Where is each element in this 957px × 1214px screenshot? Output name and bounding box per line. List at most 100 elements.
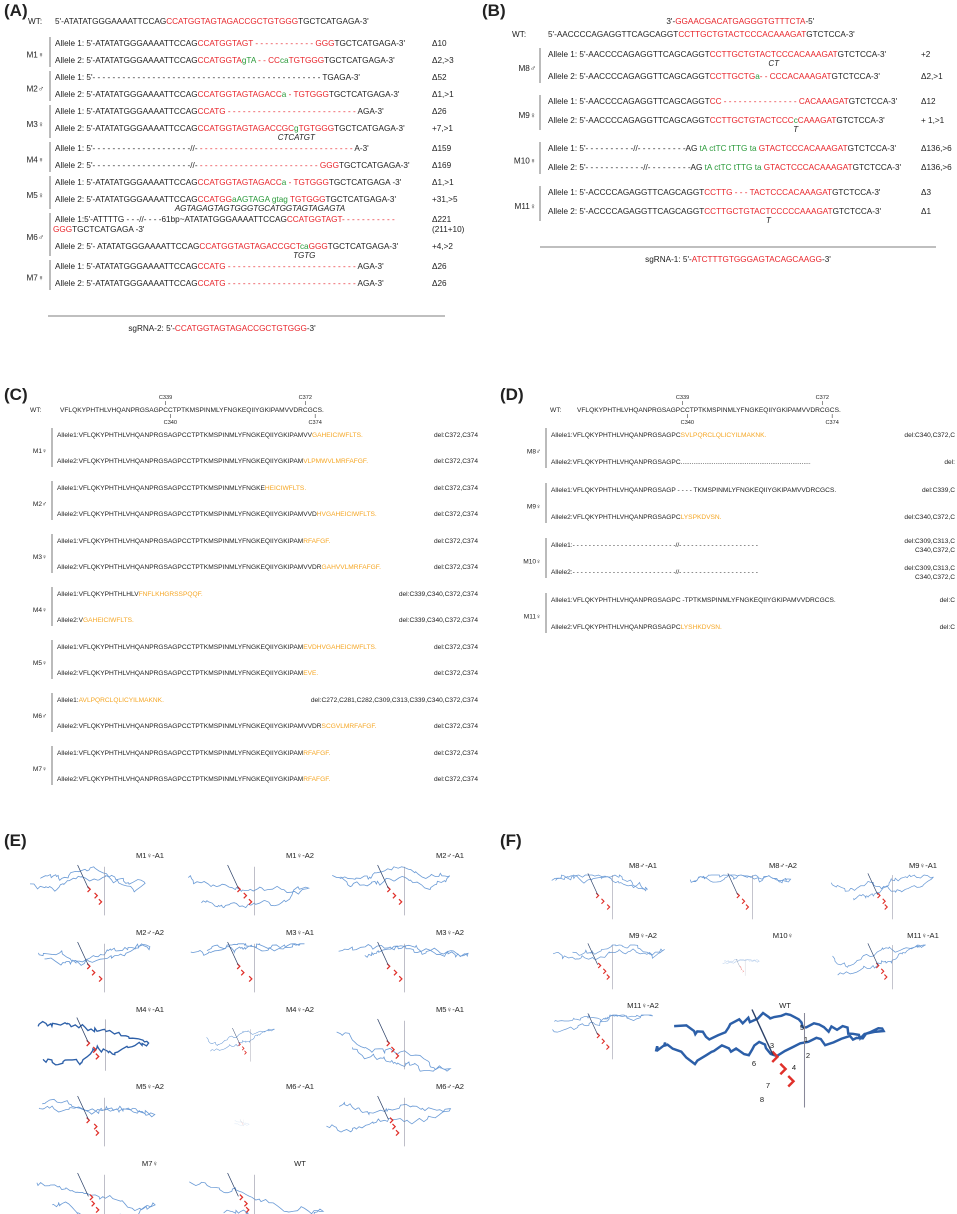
- sequence-segment: Allele2:VFLQKYPHTHLVHQANPRGSAGPCCTPTKMSP…: [57, 458, 303, 465]
- mouse-label: M7♀: [26, 274, 44, 283]
- sequence-segment: CCTTGCTGTACTCCCCCAAAGAT: [704, 207, 832, 216]
- allele-note: del:C339,C340,C372,C374: [399, 591, 479, 598]
- allele-sequence: Allele1:VFLQKYPHTHLVHQANPRGSAGPC -TPTKMS…: [551, 597, 836, 604]
- disulfide: [99, 976, 102, 981]
- marker-label: C372: [816, 395, 829, 401]
- structure-label: M4♀-A2: [286, 1005, 314, 1014]
- sequence-segment: Allele 2: 5'-ATATATGGGAAAATTCCAG: [55, 195, 198, 204]
- allele-sequence: Allele 1: 5'-ATATATGGGAAAATTCCAGCCATG - …: [55, 262, 384, 271]
- sequence-segment: Allele2:VFLQKYPHTHLVHQANPRGSAGPCCTPTKMSP…: [57, 723, 322, 730]
- sequence-segment: Allele1:VFLQKYPHTHLVHQANPRGSAGPCCTPTKMSP…: [57, 485, 265, 492]
- disulfide: [598, 963, 600, 968]
- insertion: T: [766, 216, 772, 225]
- sequence-segment: Allele2:V: [57, 617, 84, 624]
- sequence-segment: VLPMWVLMRFAFGF.: [303, 458, 368, 465]
- protein-structure: [656, 1010, 884, 1108]
- allele-sequence: Allele2:VFLQKYPHTHLVHQANPRGSAGPCCTPTKMSP…: [57, 723, 377, 730]
- allele-sequence: Allele 1: 5'- - - - - - - - - -//- - - -…: [548, 144, 897, 153]
- site-label: 6: [752, 1059, 756, 1068]
- structure-label: M3♀-A1: [286, 928, 314, 937]
- allele-sequence: Allele 2: 5'-ACCCCAGAGGTTCAGCAGGTCCTTGCT…: [548, 207, 882, 216]
- backbone: [188, 876, 308, 908]
- allele-note: C340,C372,C: [915, 547, 955, 554]
- allele-sequence: Allele 1: 5'- - - - - - - - - - - - - - …: [55, 73, 360, 82]
- sequence-segment: Allele1:VFLQKYPHTHLVHQANPRGSAGPC: [551, 432, 681, 439]
- disulfide: [606, 1045, 608, 1050]
- marker-label: C339: [676, 395, 689, 401]
- sequence-segment: Allele1:VFLQKYPHTHLVHQANPRGSAGPCCTPTKMSP…: [57, 644, 303, 651]
- allele-sequence: Allele 1: 5'-ATATATGGGAAAATTCCAGCCATG - …: [55, 107, 384, 116]
- sequence-segment: Allele 1: 5'-AACCCCAGAGGTTCAGCAGGT: [548, 97, 710, 106]
- sequence-segment: CCATGGTAGTAGACCGC: [198, 124, 295, 133]
- disulfide: [95, 893, 98, 898]
- allele-note: del:C340,C372,C: [904, 514, 955, 521]
- sequence-segment: CCTTG - - - TACTCCCACAAAGAT: [704, 188, 832, 197]
- sequence-segment: AGA-3': [356, 279, 384, 288]
- sequence-segment: CCATG - - - - - - - - - - - - - - - - - …: [198, 262, 356, 271]
- disulfide: [607, 905, 609, 910]
- marker-label: C340: [164, 420, 177, 426]
- sequence-segment: GGG: [53, 225, 72, 234]
- structure-label: M9♀-A2: [629, 931, 657, 940]
- protein-structure: [339, 942, 468, 992]
- allele-note: Δ2,>1: [921, 72, 943, 81]
- structure-label: M10♀: [773, 931, 793, 940]
- structure-label: M11♀-A1: [907, 931, 939, 940]
- figure: (A)WT:5'-ATATATGGGAAAATTCCAGCCATGGTAGTAG…: [0, 0, 957, 1214]
- sequence-segment: gTA: [242, 56, 257, 65]
- pointer: [228, 865, 239, 888]
- disulfide: [772, 1052, 777, 1063]
- mouse-label: M1♀: [33, 448, 47, 455]
- protein-structure: [690, 873, 790, 919]
- backbone: [690, 875, 790, 883]
- disulfide: [399, 899, 402, 904]
- allele-sequence: Allele1:VFLQKYPHTHLHLVFNFLKHGRSSPQQF.: [57, 591, 203, 598]
- pointer: [232, 1028, 239, 1044]
- allele-sequence: Allele1:AVLPQRCLQLICYILMAKNK.: [57, 697, 164, 704]
- disulfide: [603, 969, 605, 974]
- panel-label: (F): [500, 831, 522, 850]
- mouse-label: M11♀: [515, 202, 536, 211]
- allele-sequence: Allele 2: 5'-ATATATGGGAAAATTCCAGCCATGGTA…: [55, 124, 405, 133]
- pointer: [378, 1096, 389, 1119]
- sequence-segment: CCATG - - - - - - - - - - - - - - - - - …: [198, 279, 356, 288]
- allele-sequence: Allele2:VFLQKYPHTHLVHQANPRGSAGPCCTPTKMSP…: [57, 564, 381, 571]
- sequence-segment: CCATGGTAGTAGACC: [198, 178, 282, 187]
- structure-label: M8♂-A1: [629, 861, 657, 870]
- disulfide: [884, 975, 886, 980]
- sequence-segment: Allele2:VFLQKYPHTHLVHQANPRGSAGPC: [551, 514, 681, 521]
- sequence-segment: Allele2:- - - - - - - - - - - - - - - - …: [551, 569, 758, 576]
- sequence-segment: GTACTCCCACAAAGAT: [757, 144, 848, 153]
- panel-label: (A): [4, 1, 28, 20]
- sequence-segment: CCTTGCTG: [710, 72, 755, 81]
- sequence-segment: 5'-AACCCCAGAGGTTCAGCAGGT: [548, 30, 678, 39]
- sequence-segment: - - - - - - - - - - - - - - - - - - - - …: [200, 144, 353, 153]
- protein-structure: [337, 1019, 451, 1071]
- allele-note: Δ1,>1: [432, 90, 454, 99]
- mouse-label: M5♀: [33, 660, 47, 667]
- allele-sequence: Allele2:VFLQKYPHTHLVHQANPRGSAGPCCTPTKMSP…: [57, 511, 377, 518]
- disulfide: [788, 1076, 793, 1087]
- sequence-segment: aAGTAGA gtag: [232, 195, 288, 204]
- protein-structure: [831, 873, 933, 919]
- sequence-segment: CCATGGTAGTAGACCGCTGTGGG: [175, 324, 307, 333]
- sequence-segment: LYSHKDVSN.: [681, 624, 722, 631]
- sequence-segment: Allele2:VFLQKYPHTHLVHQANPRGSAGPC: [551, 624, 681, 631]
- wt-sequence: VFLQKYPHTHLVHQANPRGSAGPCCTPTKMSPINMLYFNG…: [60, 407, 324, 414]
- allele-note: del:C: [940, 597, 956, 604]
- allele-note: Δ10: [432, 39, 447, 48]
- structure-label: WT: [294, 1159, 306, 1168]
- protein-structure: [833, 943, 926, 989]
- sequence-segment: GTCTCCA-3': [832, 188, 881, 197]
- disulfide: [607, 975, 609, 980]
- backbone: [552, 875, 648, 891]
- sequence-segment: AGA-3': [356, 262, 384, 271]
- mouse-label: M11♀: [524, 614, 541, 621]
- disulfide: [396, 1053, 399, 1058]
- disulfide: [96, 1054, 99, 1060]
- disulfide: [396, 1130, 399, 1135]
- panel-label: (D): [500, 385, 524, 404]
- disulfide: [96, 1207, 99, 1212]
- wt-sequence: 5'-AACCCCAGAGGTTCAGCAGGTCCTTGCTGTACTCCCA…: [548, 30, 855, 39]
- protein-structure: [188, 865, 308, 915]
